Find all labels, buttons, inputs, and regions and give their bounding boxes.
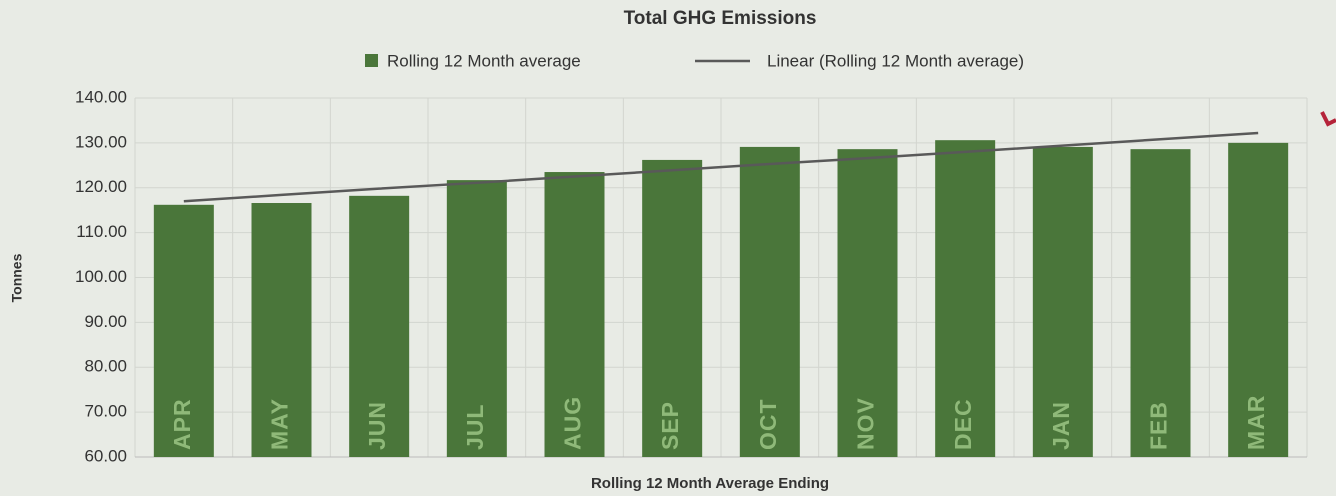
bar	[1228, 142, 1289, 457]
y-tick-label: 60.00	[84, 446, 127, 465]
bar	[935, 140, 996, 457]
bar	[739, 146, 800, 457]
legend-label: Linear (Rolling 12 Month average)	[767, 51, 1024, 70]
x-tick-label: MAY	[267, 398, 293, 450]
y-axis-label: Tonnes	[9, 253, 25, 302]
bar	[251, 203, 312, 457]
x-tick-label: OCT	[755, 398, 781, 450]
x-tick-label: SEP	[657, 401, 683, 450]
x-tick-label: AUG	[560, 396, 586, 450]
bar	[544, 172, 605, 457]
y-tick-label: 80.00	[84, 357, 127, 376]
x-tick-label: MAR	[1243, 395, 1269, 450]
y-tick-label: 130.00	[75, 132, 127, 151]
legend-label: Rolling 12 Month average	[387, 51, 581, 70]
chart-title: Total GHG Emissions	[624, 8, 817, 29]
x-tick-label: JUL	[462, 404, 488, 450]
x-axis-label: Rolling 12 Month Average Ending	[591, 475, 829, 492]
y-tick-label: 70.00	[84, 402, 127, 421]
x-tick-label: JUN	[364, 401, 390, 450]
x-tick-label: APR	[169, 398, 195, 450]
y-tick-label: 100.00	[75, 267, 127, 286]
decoration	[1320, 111, 1336, 127]
y-tick-label: 120.00	[75, 177, 127, 196]
bar	[837, 149, 898, 457]
bar	[642, 159, 703, 458]
bar	[349, 195, 410, 457]
bar	[1130, 149, 1191, 457]
bar	[1032, 146, 1093, 457]
x-tick-label: JAN	[1048, 401, 1074, 450]
x-tick-label: DEC	[950, 398, 976, 450]
legend-swatch	[365, 54, 378, 67]
y-tick-label: 140.00	[75, 87, 127, 106]
trend-line	[183, 131, 1259, 203]
x-tick-label: NOV	[853, 397, 879, 450]
bar	[446, 180, 507, 457]
y-tick-label: 90.00	[84, 312, 127, 331]
x-tick-label: FEB	[1146, 401, 1172, 450]
bar	[153, 204, 214, 457]
y-tick-label: 110.00	[76, 222, 127, 241]
